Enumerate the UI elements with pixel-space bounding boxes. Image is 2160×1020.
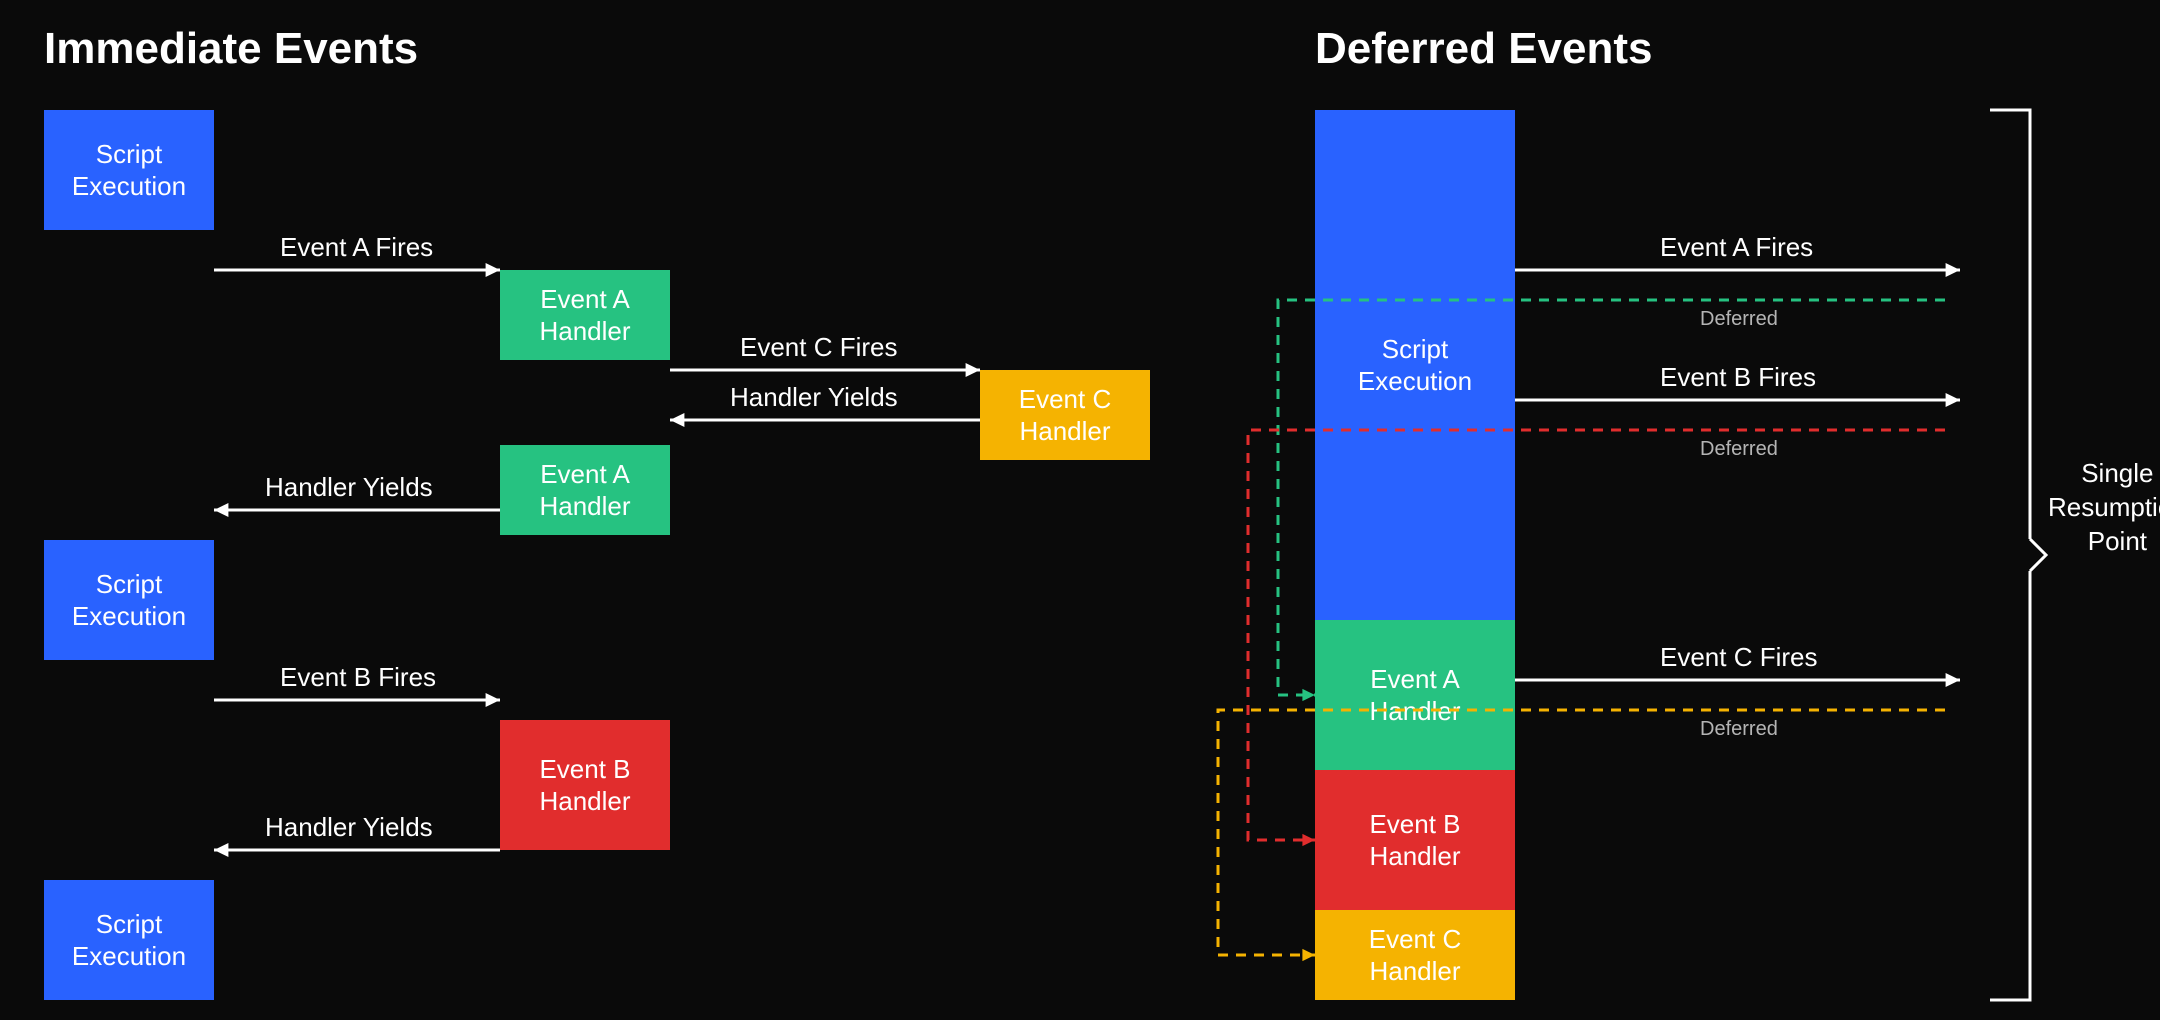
arrow-label-a6: Handler Yields — [265, 812, 433, 843]
arrow-label-ra2: Event B Fires — [1660, 362, 1816, 393]
arrow-label-ra1: Event A Fires — [1660, 232, 1813, 263]
arrow-label-a4: Handler Yields — [265, 472, 433, 503]
deferred-label-d-yellow: Deferred — [1700, 718, 1778, 741]
diagram-stage: Immediate Events Deferred Events ScriptE… — [0, 0, 2160, 1020]
arrow-label-a5: Event B Fires — [280, 662, 436, 693]
arrow-label-ra3: Event C Fires — [1660, 642, 1818, 673]
bracket-label: SingleResumptionPoint — [2048, 457, 2160, 558]
deferred-label-d-red: Deferred — [1700, 438, 1778, 461]
arrow-label-a1: Event A Fires — [280, 232, 433, 263]
arrow-label-a3: Handler Yields — [730, 382, 898, 413]
connectors-layer — [0, 0, 2160, 1020]
deferred-label-d-green: Deferred — [1700, 308, 1778, 331]
arrow-label-a2: Event C Fires — [740, 332, 898, 363]
